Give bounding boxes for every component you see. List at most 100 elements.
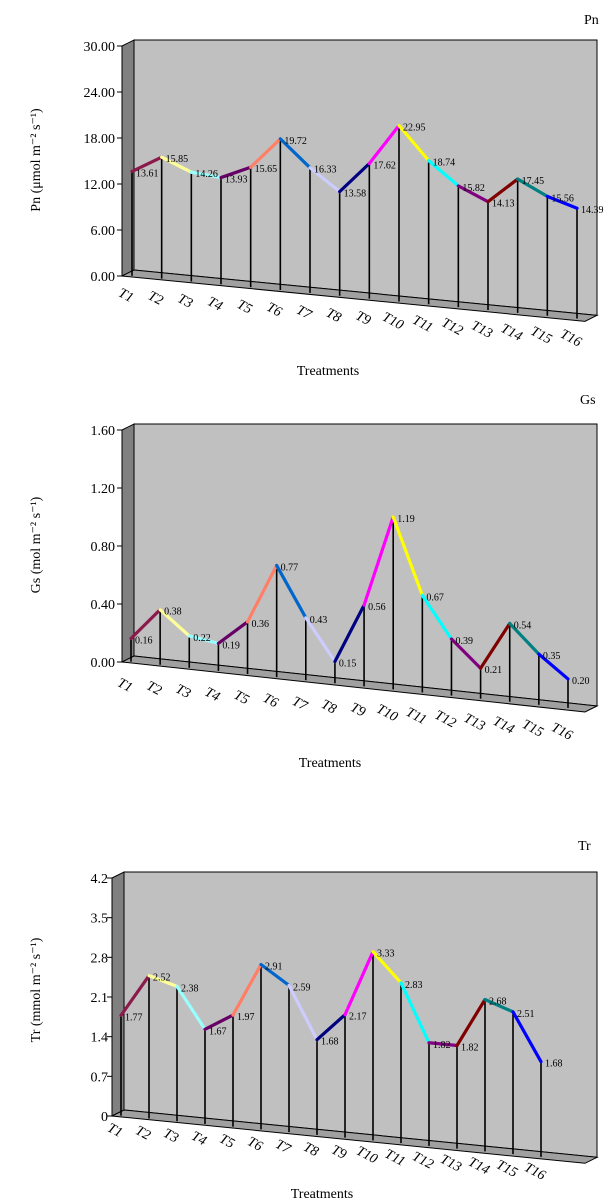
x-tick-label: T11 bbox=[382, 1147, 407, 1170]
series-segment bbox=[333, 603, 366, 664]
series-segment bbox=[486, 177, 520, 204]
series-segment bbox=[119, 974, 151, 1018]
x-tick-label: T7 bbox=[289, 694, 310, 715]
series-segment bbox=[545, 194, 579, 210]
gs-chart-title: Gs bbox=[580, 393, 596, 408]
data-label: 1.82 bbox=[461, 1043, 479, 1054]
data-label: 13.93 bbox=[225, 175, 248, 186]
x-tick-label: T1 bbox=[116, 286, 136, 306]
series-segment bbox=[216, 620, 250, 645]
y-tick-label: 0.7 bbox=[91, 1070, 109, 1085]
data-label: 0.77 bbox=[281, 562, 299, 573]
series-segment bbox=[308, 166, 342, 194]
data-label: 14.26 bbox=[195, 169, 218, 180]
tr-chart: Tr Tr (mmol m⁻² s⁻¹) Treatments 0 0.7 1.4 2… bbox=[29, 839, 599, 1202]
data-label: 13.61 bbox=[136, 168, 159, 179]
data-label: 0.56 bbox=[368, 602, 386, 613]
x-tick-label: T13 bbox=[437, 1152, 463, 1175]
gs-chart: Gs Gs (mol m⁻² s⁻¹) Treatments 0.00 0.40 0… bbox=[29, 393, 599, 771]
data-label: 18.74 bbox=[433, 158, 456, 169]
y-tick-label: 12.00 bbox=[84, 178, 116, 193]
x-tick-label: T16 bbox=[521, 1160, 547, 1183]
x-tick-label: T5 bbox=[217, 1132, 237, 1152]
series-segment bbox=[537, 652, 570, 681]
data-label: 2.17 bbox=[349, 1012, 367, 1023]
x-tick-label: T12 bbox=[409, 1149, 435, 1172]
y-tick-label: 0.00 bbox=[91, 656, 116, 671]
data-label: 2.38 bbox=[181, 983, 199, 994]
series-segment bbox=[338, 161, 371, 194]
series-segment bbox=[315, 1013, 347, 1042]
x-tick-label: T8 bbox=[323, 306, 343, 326]
x-tick-label: T16 bbox=[548, 720, 574, 743]
y-tick-label: 30.00 bbox=[84, 40, 116, 55]
x-tick-label: T14 bbox=[490, 714, 516, 737]
data-label: 15.56 bbox=[551, 193, 574, 204]
y-tick-label: 3.5 bbox=[91, 912, 109, 927]
series-segment bbox=[231, 962, 263, 1017]
x-tick-label: T1 bbox=[105, 1121, 125, 1141]
x-tick-label: T5 bbox=[234, 297, 254, 317]
data-label: 1.77 bbox=[125, 1012, 143, 1023]
x-tick-label: T10 bbox=[379, 310, 405, 333]
tr-chart-title: Tr bbox=[578, 839, 591, 854]
data-label: 15.82 bbox=[462, 183, 485, 194]
data-label: 0.22 bbox=[193, 633, 211, 644]
x-tick-label: T4 bbox=[205, 294, 225, 314]
x-tick-label: T16 bbox=[557, 327, 583, 350]
x-tick-label: T7 bbox=[294, 303, 315, 324]
x-tick-label: T13 bbox=[461, 711, 487, 734]
data-label: 1.97 bbox=[237, 1012, 255, 1023]
data-label: 1.68 bbox=[545, 1059, 563, 1070]
x-tick-label: T12 bbox=[432, 708, 458, 731]
y-tick-label: 24.00 bbox=[84, 86, 116, 101]
data-label: 0.21 bbox=[485, 665, 503, 676]
data-label: 0.35 bbox=[543, 651, 561, 662]
data-label: 0.39 bbox=[455, 636, 473, 647]
series-segment bbox=[427, 1041, 459, 1048]
series-segment bbox=[516, 177, 549, 199]
x-tick-label: T15 bbox=[528, 324, 554, 347]
y-tick-label: 0 bbox=[101, 1110, 108, 1125]
x-tick-label: T3 bbox=[175, 292, 195, 312]
x-tick-label: T6 bbox=[245, 1134, 265, 1154]
series-segment bbox=[287, 983, 319, 1042]
series-segment bbox=[129, 608, 162, 641]
series-segment bbox=[343, 950, 375, 1017]
x-tick-label: T6 bbox=[264, 300, 284, 320]
y-tick-label: 1.60 bbox=[91, 424, 116, 439]
chart-side-wall bbox=[121, 423, 135, 663]
data-label: 0.20 bbox=[572, 676, 590, 687]
series-segment bbox=[371, 950, 403, 985]
y-tick-label: 6.00 bbox=[91, 224, 116, 239]
data-label: 19.72 bbox=[284, 136, 307, 147]
x-tick-label: T2 bbox=[145, 289, 165, 309]
series-segment bbox=[455, 997, 487, 1048]
data-label: 1.67 bbox=[209, 1026, 227, 1037]
x-tick-label: T11 bbox=[403, 705, 428, 728]
series-segment bbox=[449, 637, 483, 670]
x-tick-label: T9 bbox=[329, 1143, 349, 1163]
y-tick-label: 1.20 bbox=[91, 482, 116, 497]
data-label: 13.58 bbox=[344, 189, 367, 200]
data-label: 0.54 bbox=[514, 620, 532, 631]
data-label: 15.85 bbox=[166, 154, 189, 165]
series-segment bbox=[397, 123, 431, 163]
data-label: 22.95 bbox=[403, 123, 426, 134]
gs-x-axis-label: Treatments bbox=[299, 756, 361, 771]
data-label: 0.16 bbox=[135, 635, 153, 646]
chart-floor bbox=[120, 655, 599, 713]
series-segment bbox=[160, 155, 193, 174]
data-label: 0.36 bbox=[252, 619, 269, 630]
x-tick-label: T6 bbox=[260, 691, 280, 711]
pn-chart-title: Pn bbox=[584, 13, 599, 28]
pn-chart: Pn Pn (μmol m⁻² s⁻¹) Treatments 0.00 6.00… bbox=[29, 13, 604, 379]
x-tick-label: T8 bbox=[319, 697, 339, 717]
y-tick-label: 1.4 bbox=[91, 1031, 109, 1046]
series-segment bbox=[275, 563, 308, 620]
y-tick-label: 0.40 bbox=[91, 598, 116, 613]
series-segment bbox=[187, 634, 220, 645]
series-segment bbox=[259, 962, 291, 988]
data-label: 0.43 bbox=[310, 615, 328, 626]
